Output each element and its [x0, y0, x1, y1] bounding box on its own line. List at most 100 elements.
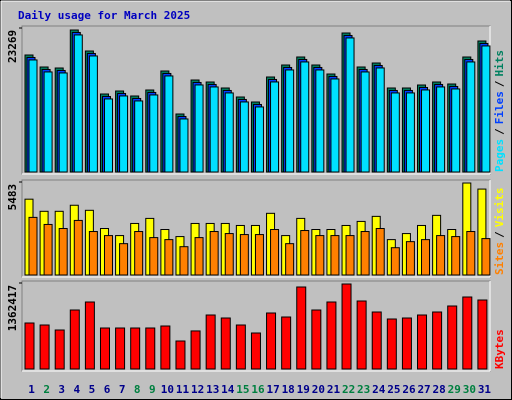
- bar: [134, 100, 144, 173]
- bar: [270, 229, 280, 276]
- bar: [24, 322, 35, 370]
- x-tick-label: 18: [282, 383, 295, 396]
- x-tick-label: 12: [191, 383, 204, 396]
- x-tick-label: 7: [119, 383, 126, 396]
- bar: [115, 327, 126, 370]
- x-tick-label: 25: [387, 383, 400, 396]
- bar: [39, 324, 50, 370]
- bar: [119, 95, 129, 173]
- bar: [270, 81, 280, 173]
- bar: [360, 231, 370, 276]
- x-tick-label: 23: [357, 383, 370, 396]
- y-tick-label: 5483: [6, 184, 19, 211]
- x-tick-label: 26: [402, 383, 416, 396]
- bar: [28, 216, 38, 276]
- bar: [103, 98, 113, 173]
- bar: [360, 71, 370, 173]
- bar: [315, 69, 325, 173]
- x-tick-label: 30: [463, 383, 476, 396]
- bar: [145, 327, 156, 370]
- bar: [149, 94, 159, 173]
- x-tick-label: 29: [448, 383, 461, 396]
- bar: [466, 231, 476, 276]
- bar: [194, 237, 204, 276]
- x-tick-label: 2: [43, 383, 50, 396]
- bar: [73, 219, 83, 276]
- bar: [175, 340, 186, 370]
- bar: [134, 231, 144, 276]
- bar: [417, 314, 428, 370]
- bar: [390, 92, 400, 173]
- bar: [54, 329, 65, 370]
- bar: [300, 230, 310, 276]
- bar: [88, 231, 98, 276]
- bar: [220, 317, 231, 370]
- bar: [330, 235, 340, 276]
- bar: [421, 89, 431, 173]
- bar: [160, 325, 171, 370]
- bar: [477, 299, 488, 370]
- legend-entry: Visits: [493, 188, 506, 228]
- x-tick-label: 4: [74, 383, 81, 396]
- bar: [224, 92, 234, 173]
- x-tick-label: 19: [297, 383, 310, 396]
- x-tick-label: 16: [251, 383, 265, 396]
- x-tick-label: 17: [266, 383, 279, 396]
- bar: [179, 118, 189, 173]
- bar: [326, 301, 337, 370]
- bar: [285, 243, 295, 276]
- bar: [239, 234, 249, 276]
- bar: [164, 239, 174, 276]
- x-tick-label: 27: [417, 383, 430, 396]
- bar: [209, 231, 219, 276]
- bar: [462, 296, 473, 370]
- bar: [405, 92, 415, 173]
- x-tick-label: 13: [206, 383, 219, 396]
- bar: [386, 318, 397, 370]
- bar: [405, 241, 415, 276]
- bar: [28, 59, 38, 173]
- x-tick-label: 5: [89, 383, 96, 396]
- y-tick-label: 23269: [6, 30, 19, 63]
- bar: [58, 72, 68, 173]
- bar: [300, 61, 310, 173]
- y-tick-label: 1362417: [6, 285, 19, 331]
- bar: [149, 237, 159, 276]
- bar: [88, 55, 98, 173]
- bar: [254, 234, 264, 276]
- bar: [266, 312, 277, 370]
- bar: [43, 223, 53, 276]
- x-tick-label: 24: [372, 383, 386, 396]
- bar: [421, 239, 431, 276]
- bar: [345, 235, 355, 276]
- legend: KBytes: [493, 329, 506, 369]
- bar: [330, 78, 340, 173]
- x-tick-label: 6: [104, 383, 111, 396]
- legend-separator: /: [493, 231, 506, 238]
- x-tick-label: 3: [58, 383, 65, 396]
- bar: [285, 69, 295, 173]
- bar: [84, 301, 95, 370]
- bar: [341, 283, 352, 370]
- chart-title: Daily usage for March 2025: [18, 9, 190, 22]
- x-tick-label: 10: [161, 383, 174, 396]
- bar: [451, 88, 461, 173]
- bar: [466, 61, 476, 173]
- x-tick-label: 14: [221, 383, 235, 396]
- x-tick-label: 28: [433, 383, 446, 396]
- x-tick-label: 1: [28, 383, 35, 396]
- legend-separator: /: [493, 80, 506, 87]
- x-tick-label: 9: [149, 383, 156, 396]
- bar: [205, 314, 216, 370]
- bar: [209, 86, 219, 173]
- bar: [281, 316, 292, 370]
- bar: [103, 235, 113, 276]
- bar: [436, 235, 446, 276]
- bar: [315, 235, 325, 276]
- bar: [164, 75, 174, 173]
- bar: [375, 228, 385, 276]
- bar: [447, 305, 458, 370]
- legend-entry: Files: [493, 91, 506, 124]
- bar: [451, 236, 461, 276]
- bar: [311, 309, 322, 370]
